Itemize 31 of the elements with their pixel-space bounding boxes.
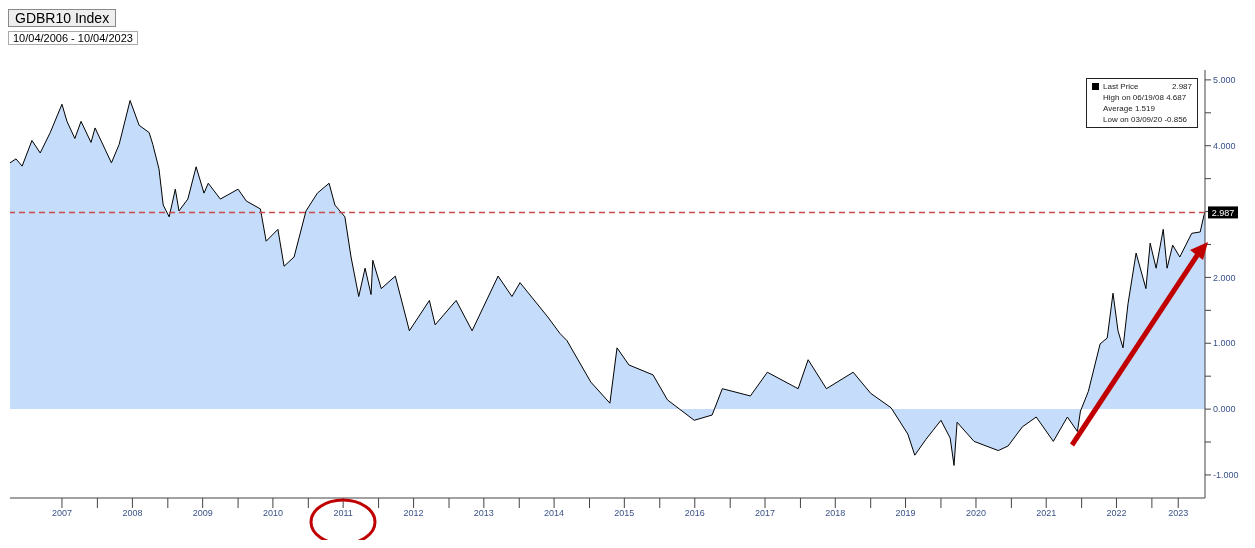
y-tick-label: 0.000: [1213, 404, 1236, 415]
x-tick-label: 2011: [333, 508, 353, 519]
chart-subtitle: 10/04/2006 - 10/04/2023: [8, 31, 138, 45]
x-tick-label: 2010: [262, 508, 283, 519]
x-tick-label: 2007: [51, 508, 72, 519]
annotation: High on 06/19/08 4.687: [1102, 92, 1188, 103]
y-tick-label: -1.000: [1213, 470, 1239, 481]
x-tick-label: 2021: [1036, 508, 1057, 519]
y-tick-label: 2.000: [1213, 272, 1236, 283]
x-tick-label: 2023: [1168, 508, 1189, 519]
annotation: Average 1.519: [1102, 103, 1156, 114]
y-tick-label: 4.000: [1213, 140, 1236, 151]
x-tick-label: 2008: [122, 508, 143, 519]
x-tick-label: 2009: [192, 508, 213, 519]
x-tick-label: 2012: [403, 508, 424, 519]
x-tick-label: 2020: [965, 508, 986, 519]
annotation: 2.987: [1211, 207, 1235, 218]
x-tick-label: 2019: [895, 508, 916, 519]
y-tick-label: 5.000: [1213, 75, 1236, 86]
x-tick-label: 2015: [614, 508, 635, 519]
annotation: Low on 03/09/20 -0.856: [1102, 114, 1189, 125]
x-tick-label: 2022: [1106, 508, 1127, 519]
y-tick-label: 1.000: [1213, 338, 1236, 349]
x-tick-label: 2013: [473, 508, 494, 519]
x-tick-label: 2014: [544, 508, 565, 519]
x-tick-label: 2016: [684, 508, 705, 519]
text: 2.987: [1171, 82, 1192, 91]
legend-label: Last Price: [1103, 81, 1140, 92]
x-tick-label: 2018: [825, 508, 846, 519]
x-tick-label: 2017: [755, 508, 776, 519]
chart-title: GDBR10 Index: [8, 9, 117, 27]
